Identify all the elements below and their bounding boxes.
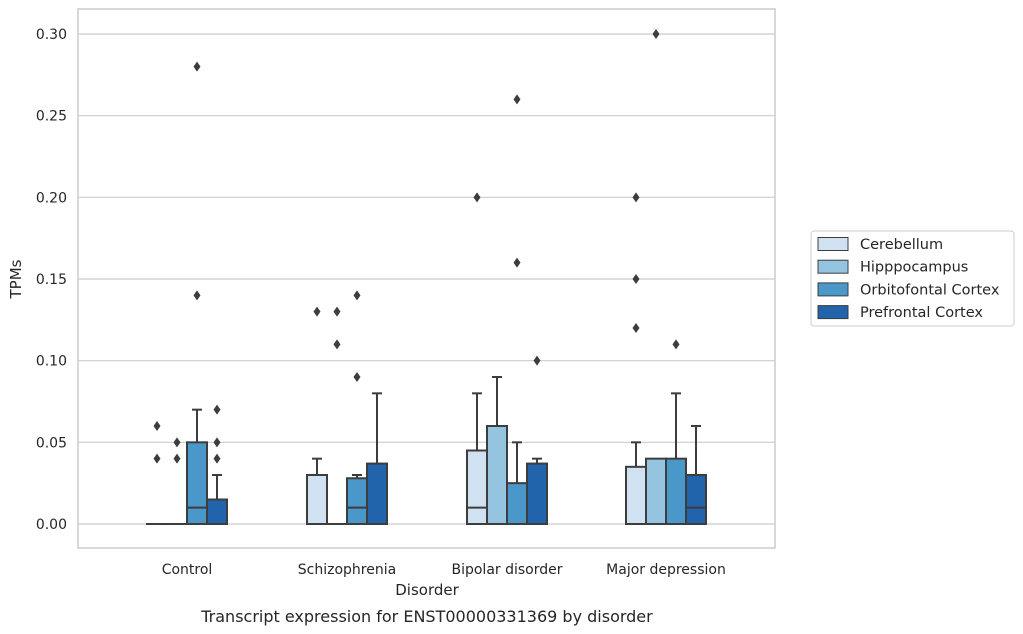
outlier-point: [213, 404, 221, 415]
box-rect: [186, 441, 208, 526]
box-rect: [506, 482, 528, 525]
outlier-point: [473, 192, 481, 203]
box-rect: [526, 462, 548, 526]
box-group: [326, 306, 348, 526]
outlier-point: [153, 453, 161, 464]
outlier-point: [173, 453, 181, 464]
legend-label: Prefrontal Cortex: [860, 305, 983, 321]
outlier-point: [353, 290, 361, 301]
outlier-point: [313, 306, 321, 317]
outlier-point: [333, 306, 341, 317]
legend-label: Orbitofontal Cortex: [860, 282, 1000, 298]
outlier-point: [672, 339, 680, 350]
outlier-point: [632, 274, 640, 284]
outlier-point: [213, 437, 221, 448]
box-group: [166, 437, 188, 526]
legend-swatch: [817, 259, 849, 274]
box-group: [146, 421, 168, 526]
legend-swatch: [817, 237, 849, 251]
box-marks: [146, 29, 707, 526]
legend: Cerebellum Hipppocampus Orbitofontal Corte…: [810, 230, 1015, 327]
y-tick-label: 0.15: [36, 272, 67, 288]
box-group: [366, 392, 388, 526]
legend-label: Cerebellum: [860, 237, 943, 253]
outlier-point: [193, 61, 201, 72]
grid-lines: [78, 33, 775, 525]
y-tick-label: 0.30: [36, 27, 67, 43]
chart-caption: Transcript expression for ENST0000033136…: [200, 607, 653, 626]
y-tick-label: 0.10: [36, 354, 67, 370]
y-tick-label: 0.05: [36, 435, 67, 451]
box-rect: [625, 465, 647, 526]
box-group: [186, 61, 208, 526]
x-tick-label: Major depression: [606, 562, 726, 578]
y-tick-label: 0.00: [36, 517, 67, 533]
outlier-point: [193, 290, 201, 301]
x-tick-label: Control: [162, 562, 213, 578]
box-rect: [466, 449, 488, 525]
outlier-point: [153, 421, 161, 431]
box-group: [645, 29, 667, 525]
box-rect: [645, 457, 667, 525]
y-tick-label: 0.25: [36, 109, 67, 125]
box-group: [466, 192, 488, 525]
outlier-point: [632, 323, 640, 333]
outlier-point: [333, 339, 341, 350]
y-tick-label: 0.20: [36, 190, 67, 206]
outlier-point: [533, 355, 541, 366]
y-axis-label: TPMs: [7, 259, 25, 299]
legend-swatch: [817, 282, 849, 297]
box-rect: [346, 477, 368, 525]
box-rect: [486, 425, 508, 525]
outlier-point: [632, 192, 640, 203]
x-axis-label: Disorder: [395, 581, 459, 599]
legend-box: [810, 230, 1015, 327]
x-axis-ticks: Control Schizophrenia Bipolar disorder Majo…: [162, 562, 726, 578]
outlier-point: [513, 94, 521, 105]
box-rect: [306, 474, 328, 525]
x-tick-label: Bipolar disorder: [451, 562, 562, 578]
box-group: [685, 425, 707, 525]
box-rect: [366, 462, 388, 526]
box-rect: [685, 474, 707, 525]
outlier-point: [353, 372, 361, 382]
box-group: [665, 339, 687, 525]
box-rect: [206, 498, 228, 525]
plot-area-frame: [77, 8, 776, 549]
outlier-point: [173, 437, 181, 448]
box-group: [206, 404, 228, 525]
box-group: [486, 376, 508, 525]
box-rect: [665, 457, 687, 525]
box-group: [506, 94, 528, 525]
outlier-point: [652, 29, 660, 39]
box-group: [625, 192, 647, 526]
legend-label: Hipppocampus: [860, 260, 968, 276]
outlier-point: [213, 453, 221, 464]
box-group: [526, 355, 548, 526]
y-axis-ticks: 0.00 0.05 0.10 0.15 0.20 0.25 0.30: [36, 27, 67, 533]
legend-swatch: [817, 305, 849, 320]
box-group: [306, 306, 328, 525]
box-group: [346, 290, 368, 525]
outlier-point: [513, 257, 521, 268]
x-tick-label: Schizophrenia: [298, 562, 396, 578]
